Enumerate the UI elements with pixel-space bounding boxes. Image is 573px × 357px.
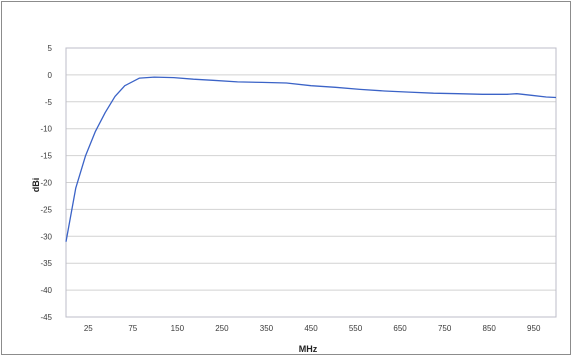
x-tick-label: 25 bbox=[84, 324, 93, 333]
series-line bbox=[65, 76, 557, 242]
y-tick-label: 5 bbox=[48, 44, 53, 53]
y-tick-label: -25 bbox=[40, 205, 52, 214]
y-tick-label: -15 bbox=[40, 152, 52, 161]
gridlines bbox=[66, 74, 556, 291]
y-tick-label: -5 bbox=[45, 98, 53, 107]
plot-area bbox=[65, 47, 557, 318]
y-tick-label: -35 bbox=[40, 259, 52, 268]
y-tick-label: -10 bbox=[40, 125, 52, 134]
x-tick-label: 950 bbox=[527, 324, 541, 333]
series-layer bbox=[65, 76, 557, 242]
x-tick-label: 250 bbox=[215, 324, 229, 333]
y-tick-label: -45 bbox=[40, 313, 52, 322]
x-tick-label: 150 bbox=[171, 324, 185, 333]
x-tick-label: 650 bbox=[393, 324, 407, 333]
y-tick-label: -40 bbox=[40, 286, 52, 295]
y-tick-label: -20 bbox=[40, 179, 52, 188]
x-axis-ticks: 25 75 150 250 350 450 550 650 750 850 950 bbox=[84, 324, 541, 333]
x-tick-label: 750 bbox=[438, 324, 452, 333]
x-tick-label: 350 bbox=[260, 324, 274, 333]
y-tick-label: 0 bbox=[48, 71, 53, 80]
y-axis-title: dBi bbox=[31, 178, 41, 193]
x-tick-label: 450 bbox=[304, 324, 318, 333]
x-axis-title: MHz bbox=[299, 344, 318, 354]
y-axis-ticks: 5 0 -5 -10 -15 -20 -25 -30 -35 -40 -45 bbox=[40, 44, 52, 322]
x-tick-label: 75 bbox=[128, 324, 137, 333]
x-tick-label: 550 bbox=[349, 324, 363, 333]
x-tick-label: 850 bbox=[483, 324, 497, 333]
y-tick-label: -30 bbox=[40, 232, 52, 241]
